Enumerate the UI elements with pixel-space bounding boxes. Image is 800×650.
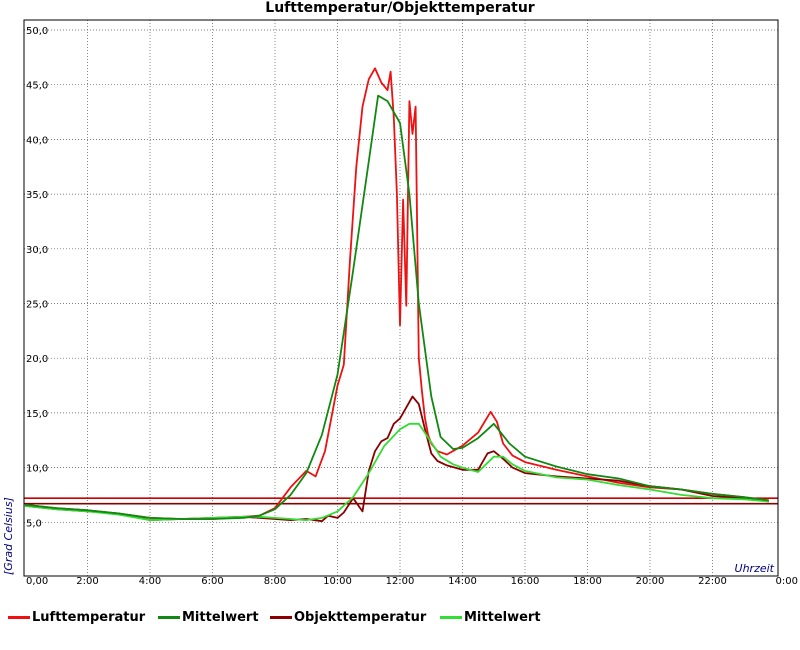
x-tick-label: 4:00 <box>139 576 161 587</box>
y-tick-label: 20,0 <box>26 354 48 365</box>
x-tick-label: 22:00 <box>698 576 727 587</box>
y-tick-label: 10,0 <box>26 464 48 475</box>
series-line-objekttemperatur <box>24 395 769 523</box>
legend-item-mittelwert: Mittelwert <box>158 608 270 626</box>
legend-item-objekttemperatur: Objekttemperatur <box>270 608 440 626</box>
legend-swatch <box>158 615 180 619</box>
x-tick-label: 6:00 <box>201 576 223 587</box>
legend-item-lufttemperatur: Lufttemperatur <box>8 608 158 626</box>
y-axis-ticks: 5,0 10,0 15,0 20,0 25,0 30,0 35,0 40,0 45,0 50,0 <box>26 26 48 529</box>
series-lines <box>24 67 769 523</box>
x-tick-label: 20:00 <box>636 576 665 587</box>
legend-label: Objekttemperatur <box>294 609 427 625</box>
legend-label: Lufttemperatur <box>32 609 146 625</box>
x-tick-label: 12:00 <box>386 576 415 587</box>
x-tick-label: 16:00 <box>511 576 540 587</box>
x-tick-label: 14:00 <box>448 576 477 587</box>
y-tick-label: 30,0 <box>26 245 48 256</box>
y-tick-label: 45,0 <box>26 81 48 92</box>
x-tick-label: 8:00 <box>264 576 286 587</box>
legend-label: Mittelwert <box>182 609 259 625</box>
legend-item-mittelwert-2: Mittelwert <box>440 608 560 626</box>
plot-frame <box>23 19 779 577</box>
x-axis-label: Uhrzeit <box>735 562 775 575</box>
legend-label: Mittelwert <box>464 609 541 625</box>
reference-lines <box>24 497 778 505</box>
series-line-mittelwert-luft <box>24 94 769 520</box>
x-tick-label: 0:00 <box>776 576 798 587</box>
chart-legend: Lufttemperatur Mittelwert Objekttemperat… <box>8 608 560 626</box>
x-tick-label: 10:00 <box>323 576 352 587</box>
x-tick-label: 0,00 <box>26 576 48 587</box>
x-axis-ticks: 0,00 2:00 4:00 6:00 8:00 10:00 12:00 14:00 16:00… <box>26 576 798 587</box>
legend-swatch <box>270 615 292 619</box>
chart-title: Lufttemperatur/Objekttemperatur <box>265 0 535 16</box>
y-tick-label: 25,0 <box>26 300 48 311</box>
y-tick-label: 35,0 <box>26 190 48 201</box>
line-chart: 5,010,015,020,025,030,035,040,045,050,0 … <box>2 19 798 587</box>
series-line-mittelwert-objekt <box>24 422 769 521</box>
y-axis-label: [Grad Celsius] <box>2 497 15 575</box>
y-tick-label: 40,0 <box>26 135 48 146</box>
x-tick-label: 2:00 <box>76 576 98 587</box>
series-line-lufttemperatur <box>24 67 769 520</box>
x-tick-label: 18:00 <box>573 576 602 587</box>
y-tick-label: 5,0 <box>26 518 42 529</box>
legend-swatch <box>440 615 462 619</box>
legend-swatch <box>8 615 30 619</box>
y-tick-label: 15,0 <box>26 409 48 420</box>
y-tick-label: 50,0 <box>26 26 48 37</box>
